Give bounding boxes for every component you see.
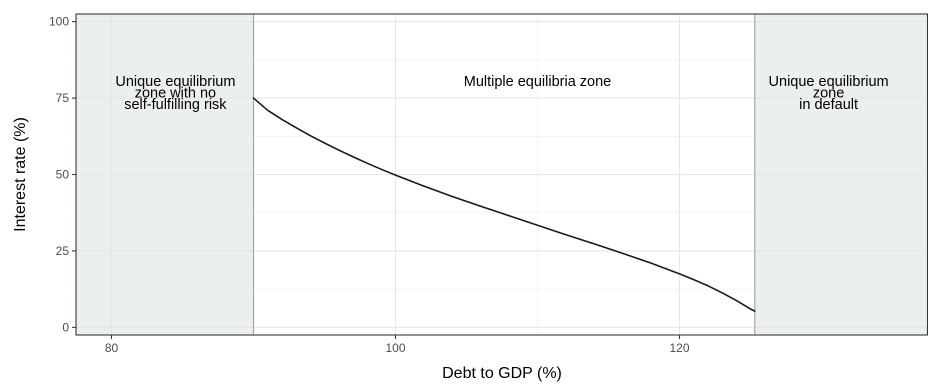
y-axis-title: Interest rate (%) (12, 117, 29, 232)
x-axis-title: Debt to GDP (%) (442, 365, 562, 382)
y-axis: 0 25 50 75 100 (49, 15, 76, 334)
zone-3-label-line: Unique equilibrium (769, 74, 889, 90)
zone-1-label-line: Unique equilibrium (115, 74, 235, 90)
y-tick-label: 100 (49, 15, 69, 29)
x-axis: 80 100 120 (105, 335, 690, 355)
series-layer (252, 97, 756, 312)
x-tick-label: 80 (105, 341, 119, 355)
zone-3-label-line: zone (813, 85, 844, 101)
x-tick-label: 100 (385, 341, 405, 355)
y-tick-label: 75 (56, 91, 70, 105)
interest-rate-curve (252, 97, 756, 312)
y-tick-label: 25 (56, 244, 70, 258)
zone-2-label-line: Multiple equilibria zone (464, 74, 612, 90)
zone-1-label-line: zone with no (135, 85, 216, 101)
zone-3-label-line: in default (799, 97, 858, 113)
zone-1-label-line: self-fulfilling risk (124, 97, 227, 113)
y-tick-label: 50 (56, 168, 70, 182)
x-tick-label: 120 (669, 341, 689, 355)
zone-boundaries (252, 14, 756, 335)
y-tick-label: 0 (62, 320, 69, 334)
